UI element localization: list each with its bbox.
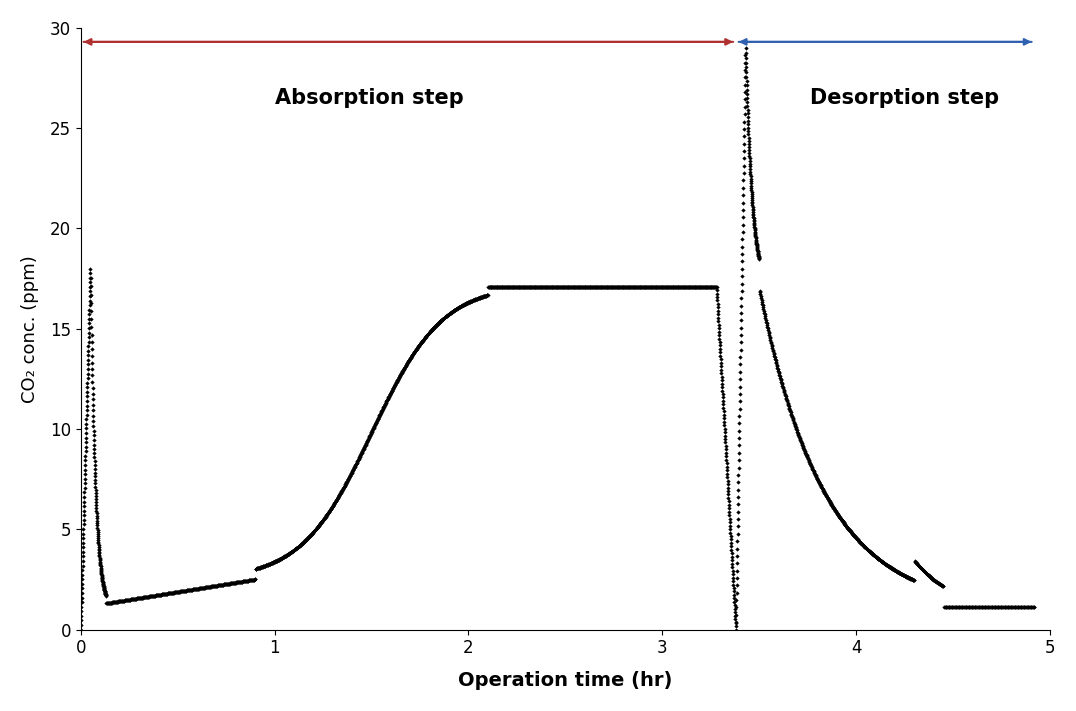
X-axis label: Operation time (hr): Operation time (hr) [458,671,672,690]
Text: Absorption step: Absorption step [275,88,464,108]
Y-axis label: CO₂ conc. (ppm): CO₂ conc. (ppm) [20,255,39,402]
Text: Desorption step: Desorption step [810,88,1000,108]
